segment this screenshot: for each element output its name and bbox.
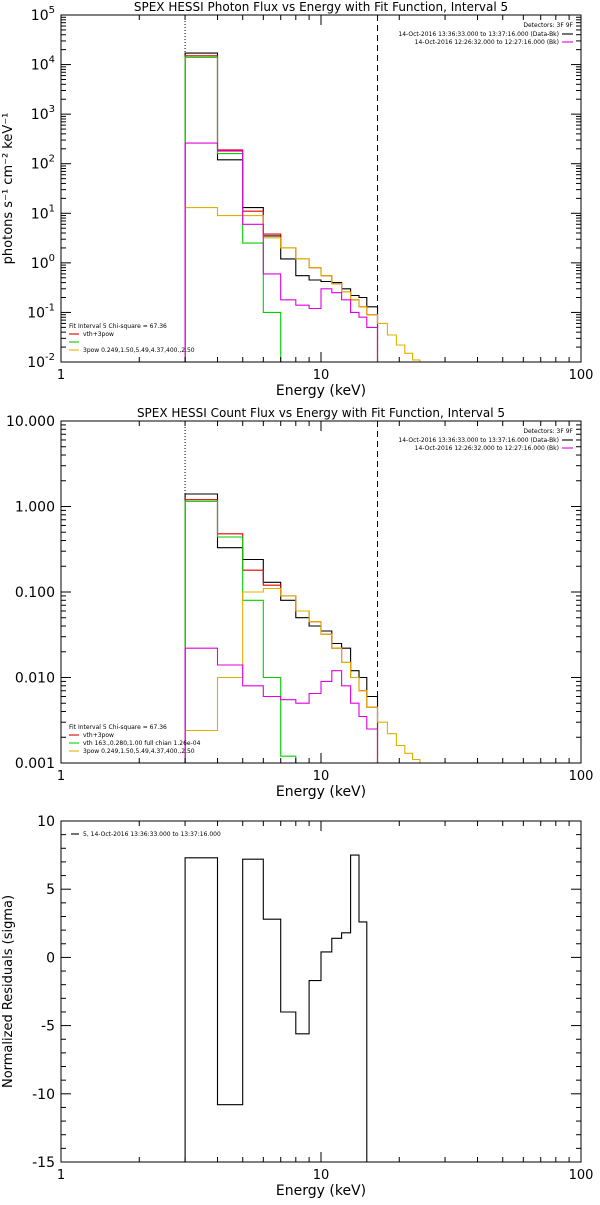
chart-title: SPEX HESSI Count Flux vs Energy with Fit… [137, 406, 505, 420]
x-tick-label: 100 [569, 769, 594, 784]
x-tick-label: 10 [313, 1168, 330, 1183]
x-tick-label: 10 [313, 769, 330, 784]
series-fit-line [184, 499, 379, 763]
series-fit-line [184, 55, 379, 362]
y-tick-label: 105 [31, 5, 55, 24]
series-thermal-line [184, 500, 297, 763]
legend-title: Detectors: 3F 9F [523, 428, 573, 435]
y-tick-label-base: 10 [31, 8, 49, 24]
y-tick-label: 100 [31, 253, 55, 272]
y-tick-label-exponent: 3 [49, 104, 55, 115]
y-tick-label-base: 10 [31, 206, 49, 222]
y-tick-label-exponent: 2 [49, 154, 55, 165]
series-data-line [184, 493, 379, 763]
legend-entry: 14-Oct-2016 13:36:33.000 to 13:37:16.000… [398, 31, 559, 38]
legend-entry: 14-Oct-2016 13:36:33.000 to 13:37:16.000… [398, 437, 559, 444]
plot-frame [60, 820, 582, 1163]
y-tick-label: 101 [31, 203, 55, 222]
chart-panel-1: SPEX HESSI Photon Flux vs Energy with Fi… [1, 0, 593, 399]
x-axis-label: Energy (keV) [276, 784, 366, 800]
legend-entry: 5, 14-Oct-2016 13:36:33.000 to 13:37:16.… [83, 831, 221, 838]
y-tick-label-base: 10 [31, 157, 49, 173]
y-tick-label-base: 10 [27, 355, 45, 371]
legend-entry: 14-Oct-2016 12:26:32.000 to 12:27:16.000… [415, 39, 559, 46]
y-tick-label: 10-1 [27, 302, 55, 321]
y-tick-label-base: 10 [27, 305, 45, 321]
x-tick-label: 1 [57, 1168, 65, 1183]
y-tick-label: -5 [41, 1019, 55, 1035]
x-axis-label: Energy (keV) [276, 1183, 366, 1199]
y-tick-label: 0.010 [15, 671, 55, 687]
y-tick-label-base: 10 [31, 58, 49, 74]
x-tick-label: 1 [57, 368, 65, 383]
series-background-line [184, 647, 379, 763]
y-tick-label: 1.000 [15, 500, 55, 516]
y-tick-label-exponent: -1 [45, 302, 55, 313]
y-tick-label: 0.100 [15, 585, 55, 601]
y-tick-label-base: 10 [31, 107, 49, 123]
x-tick-label: 100 [569, 1168, 594, 1183]
y-tick-label-exponent: 0 [49, 253, 55, 264]
y-tick-label: -10 [32, 1087, 55, 1103]
y-tick-label: 10 [37, 814, 55, 830]
chart-panel-3: 1 10 100 Energy (keV) -15 -10 -5 0 5 10 Normalized… [1, 814, 593, 1199]
legend-title: Detectors: 3F 9F [523, 22, 573, 29]
plot-frame [60, 14, 582, 363]
x-axis-label: Energy (keV) [276, 383, 366, 399]
y-axis-label: photons s⁻¹ cm⁻² keV⁻¹ [1, 113, 16, 265]
x-tick-label: 10 [313, 368, 330, 383]
plot-frame [60, 420, 582, 764]
y-tick-label: 10.000 [6, 414, 55, 430]
legend-entry: 3pow 0.249,1.50,5.49,4.37,400.,2.50 [83, 347, 195, 354]
x-tick-label: 100 [569, 368, 594, 383]
legend-title: Fit Interval 5 Chi-square = 67.36 [69, 323, 167, 330]
series-background-line [184, 142, 379, 362]
y-tick-label: 10-2 [27, 352, 55, 371]
series-power-law-line [184, 207, 427, 362]
y-axis-label: Normalized Residuals (sigma) [1, 895, 16, 1088]
legend-entry: 3pow 0.249,1.50,5.49,4.37,400.,2.50 [83, 748, 195, 755]
y-tick-label: 102 [31, 154, 55, 173]
y-tick-label-exponent: 1 [49, 203, 55, 214]
y-tick-label: 0 [46, 950, 55, 966]
y-tick-label: 0.001 [15, 756, 55, 772]
legend-entry: 14-Oct-2016 12:26:32.000 to 12:27:16.000… [415, 445, 559, 452]
y-tick-label: 5 [46, 882, 55, 898]
legend-entry: vth 163.,0.280,1.00 full chian 1.26e-04 [83, 740, 201, 747]
y-tick-label: 103 [31, 104, 55, 123]
x-tick-label: 1 [57, 769, 65, 784]
series-power-law-line [184, 587, 427, 763]
legend-entry: vth+3pow [83, 331, 114, 338]
series-residual-line [184, 854, 368, 1162]
y-tick-label: 104 [31, 55, 55, 74]
y-tick-label-exponent: -2 [45, 352, 55, 363]
y-tick-label: -15 [32, 1155, 55, 1171]
y-tick-label-base: 10 [31, 256, 49, 272]
chart-panel-2: SPEX HESSI Count Flux vs Energy with Fit… [6, 406, 593, 800]
legend-entry: vth+3pow [83, 732, 114, 739]
chart-title: SPEX HESSI Photon Flux vs Energy with Fi… [134, 0, 508, 14]
y-tick-label-exponent: 4 [49, 55, 55, 66]
series-thermal-line [184, 56, 296, 362]
legend-title: Fit Interval 5 Chi-square = 67.36 [69, 724, 167, 731]
y-tick-label-exponent: 5 [49, 5, 55, 16]
